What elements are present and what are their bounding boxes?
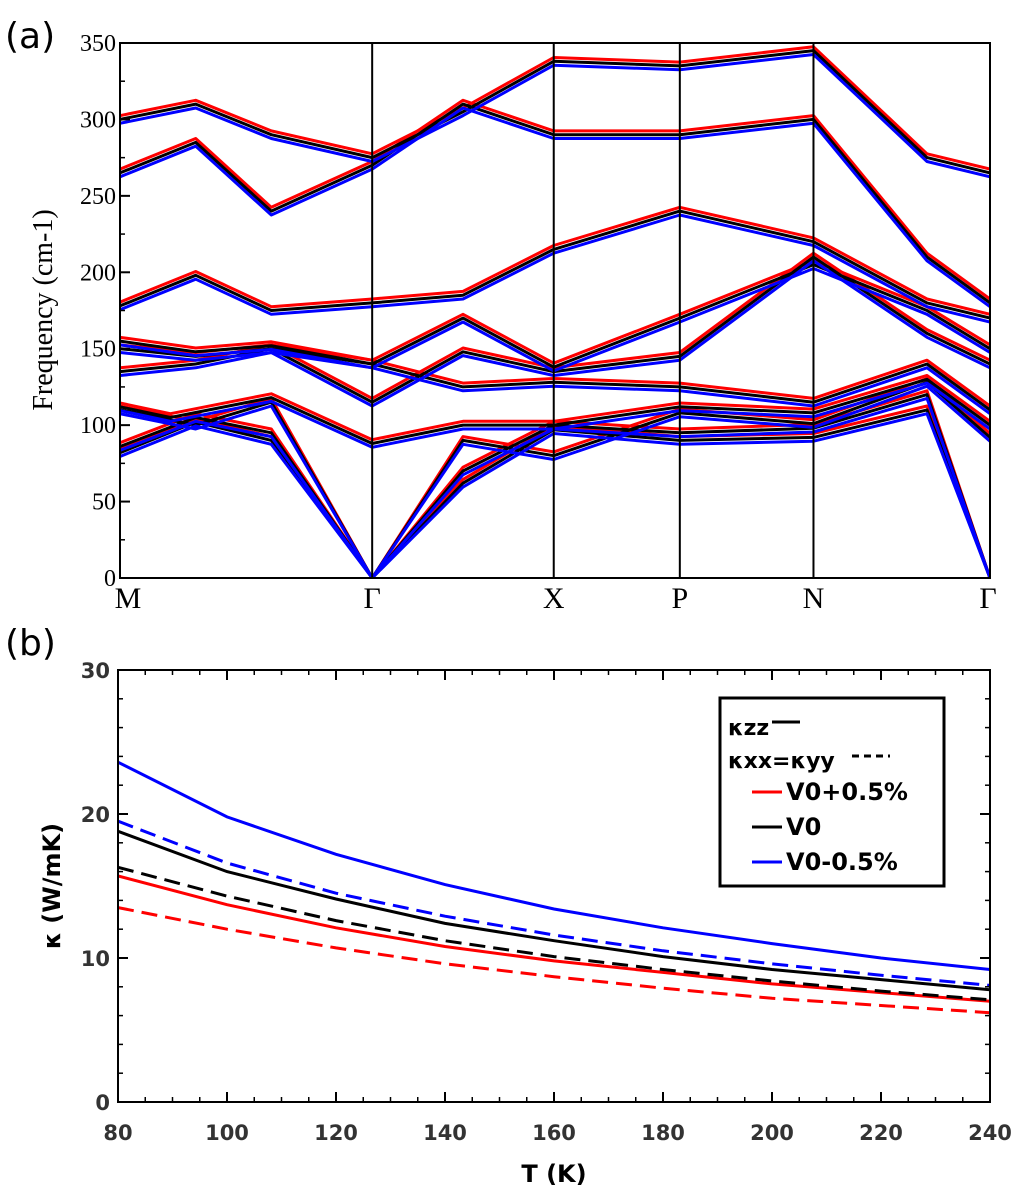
legend: κzz κxx=κyy V0+0.5% V0 V0-0.5% xyxy=(718,696,946,888)
series--xx-yy-v0-0-5- xyxy=(118,906,990,1015)
band-3-v0-0-5- xyxy=(120,384,990,578)
conductivity-series xyxy=(118,760,990,1015)
phonon-bands xyxy=(120,45,990,578)
band-8-v0-0-5- xyxy=(120,213,990,324)
x-tick-label-220: 220 xyxy=(859,1121,903,1145)
y-tick-label-0: 0 xyxy=(104,566,116,592)
legend-color-entries: V0+0.5% V0 V0-0.5% xyxy=(752,778,908,876)
band-9-v0-0-5- xyxy=(120,106,990,308)
band-3-v0 xyxy=(120,380,990,578)
x-tick-label-80: 80 xyxy=(103,1121,132,1145)
band-7-v0-0-5- xyxy=(120,259,990,365)
band-10-v0-0-5- xyxy=(120,53,990,179)
band-9-v0-0-5- xyxy=(120,98,990,301)
panel-b-x-ticks: 80 100 120 140 160 180 200 220 240 xyxy=(103,670,1012,1145)
band-4-v0-0-5- xyxy=(120,374,990,442)
panel-a-label: (a) xyxy=(5,16,55,57)
panel-b-thermal-conductivity: (b) 80 100 120 140 160 180 200 220 240 0 10 20 30 T… xyxy=(5,623,1012,1188)
y-tick-label-200: 200 xyxy=(80,260,116,286)
band-1-v0-0-5- xyxy=(120,412,990,578)
legend-entry-2: V0 xyxy=(786,813,821,841)
panel-b-label: (b) xyxy=(5,623,56,664)
panel-b-y-axis-label: κ (W/mK) xyxy=(38,823,66,949)
y-tick-label-250: 250 xyxy=(80,184,116,210)
band-7-v0-0-5- xyxy=(120,267,990,373)
kpoint-label-2: Γ xyxy=(364,582,381,615)
series--zz-v0 xyxy=(118,829,990,992)
legend-style-kzz-label: κzz xyxy=(728,716,769,741)
y-tick-label-50: 50 xyxy=(92,490,116,516)
x-tick-label-180: 180 xyxy=(641,1121,685,1145)
panel-b-x-axis-label: T (K) xyxy=(521,1160,586,1188)
b-y-tick-label-10: 10 xyxy=(81,947,110,971)
panel-a-band-structure: (a) 0 50 100 150 200 250 300 350 M Γ X P N Γ Frequen… xyxy=(5,16,997,615)
band-6-v0-0-5- xyxy=(120,259,990,408)
legend-entry-3: V0-0.5% xyxy=(786,848,898,876)
y-tick-label-300: 300 xyxy=(80,107,116,133)
kpoint-label-4: P xyxy=(671,582,688,615)
b-y-tick-label-30: 30 xyxy=(81,659,110,683)
x-tick-label-200: 200 xyxy=(750,1121,794,1145)
kpoint-label-1: M xyxy=(115,582,142,615)
band-5-v0-0-5- xyxy=(120,351,990,415)
legend-style-kxx-label: κxx=κyy xyxy=(728,749,835,774)
y-tick-label-150: 150 xyxy=(80,337,116,363)
b-y-tick-label-0: 0 xyxy=(95,1091,110,1115)
kpoint-label-5: N xyxy=(803,582,825,615)
band-10-v0 xyxy=(120,49,990,175)
band-4-v0 xyxy=(120,377,990,445)
high-symmetry-lines xyxy=(371,43,815,578)
band-1-v0 xyxy=(120,408,990,578)
y-tick-label-100: 100 xyxy=(80,413,116,439)
panel-b-y-ticks: 0 10 20 30 xyxy=(81,659,990,1115)
band-9-v0 xyxy=(120,102,990,305)
x-tick-label-240: 240 xyxy=(968,1121,1012,1145)
band-4-v0-0-5- xyxy=(120,381,990,449)
series--xx-yy-v0-0-5- xyxy=(118,819,990,987)
panel-a-y-axis-label: Frequency (cm-1) xyxy=(28,209,59,410)
kpoint-label-3: X xyxy=(543,582,565,615)
x-tick-label-100: 100 xyxy=(205,1121,249,1145)
y-tick-label-350: 350 xyxy=(80,31,116,57)
series--xx-yy-v0 xyxy=(118,865,990,1002)
b-y-tick-label-20: 20 xyxy=(81,803,110,827)
band-8-v0 xyxy=(120,209,990,320)
panel-a-y-ticks: 0 50 100 150 200 250 300 350 xyxy=(80,31,130,592)
kpoint-label-6: Γ xyxy=(979,582,996,615)
band-8-v0-0-5- xyxy=(120,205,990,316)
x-tick-label-120: 120 xyxy=(314,1121,358,1145)
legend-entry-1: V0+0.5% xyxy=(786,778,908,806)
series--zz-v0-0-5- xyxy=(118,760,990,971)
band-10-v0-0-5- xyxy=(120,45,990,171)
band-7-v0 xyxy=(120,263,990,369)
x-tick-label-160: 160 xyxy=(532,1121,576,1145)
series--zz-v0-0-5- xyxy=(118,874,990,1003)
x-tick-label-140: 140 xyxy=(423,1121,467,1145)
